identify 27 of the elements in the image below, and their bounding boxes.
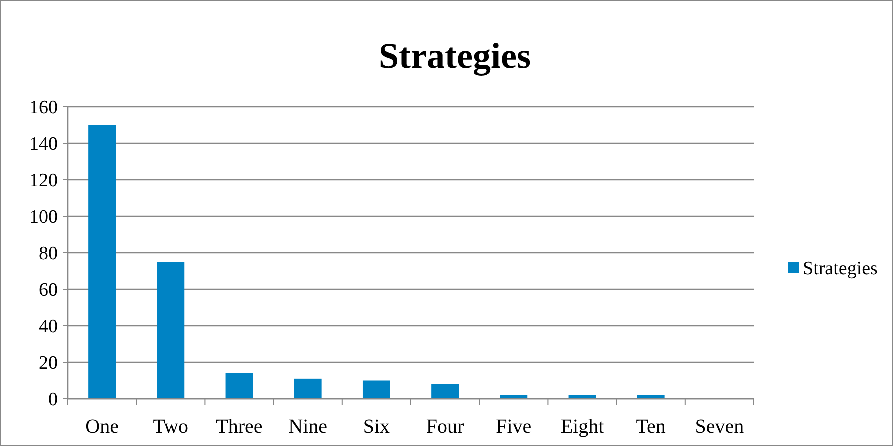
y-tick-label: 160 — [30, 98, 58, 119]
y-tick-label: 0 — [48, 390, 58, 411]
bar — [432, 384, 460, 399]
bar — [294, 378, 322, 399]
y-tick-label: 60 — [39, 280, 58, 302]
x-tick-label: Two — [153, 416, 189, 438]
x-tick-label: Six — [363, 416, 390, 438]
x-tick-label: Four — [426, 416, 465, 438]
bar — [362, 380, 390, 399]
x-tick-label: Three — [216, 416, 263, 438]
bar — [226, 373, 254, 399]
x-tick-label: Nine — [288, 416, 328, 438]
x-tick-label: Five — [496, 416, 532, 438]
y-tick-label: 20 — [39, 353, 58, 374]
x-tick-label: Eight — [560, 416, 605, 438]
chart-title: Strategies — [379, 36, 531, 76]
y-tick-label: 100 — [30, 207, 58, 228]
y-tick-label: 40 — [39, 316, 58, 338]
legend-label: Strategies — [803, 258, 878, 280]
x-tick-label: One — [86, 416, 120, 438]
bar — [88, 125, 116, 399]
bar — [157, 262, 185, 399]
x-tick-label: Seven — [695, 416, 744, 438]
y-tick-label: 120 — [30, 170, 58, 192]
y-tick-label: 140 — [30, 134, 58, 156]
y-tick-label: 80 — [39, 244, 58, 265]
x-tick-label: Ten — [636, 416, 666, 438]
